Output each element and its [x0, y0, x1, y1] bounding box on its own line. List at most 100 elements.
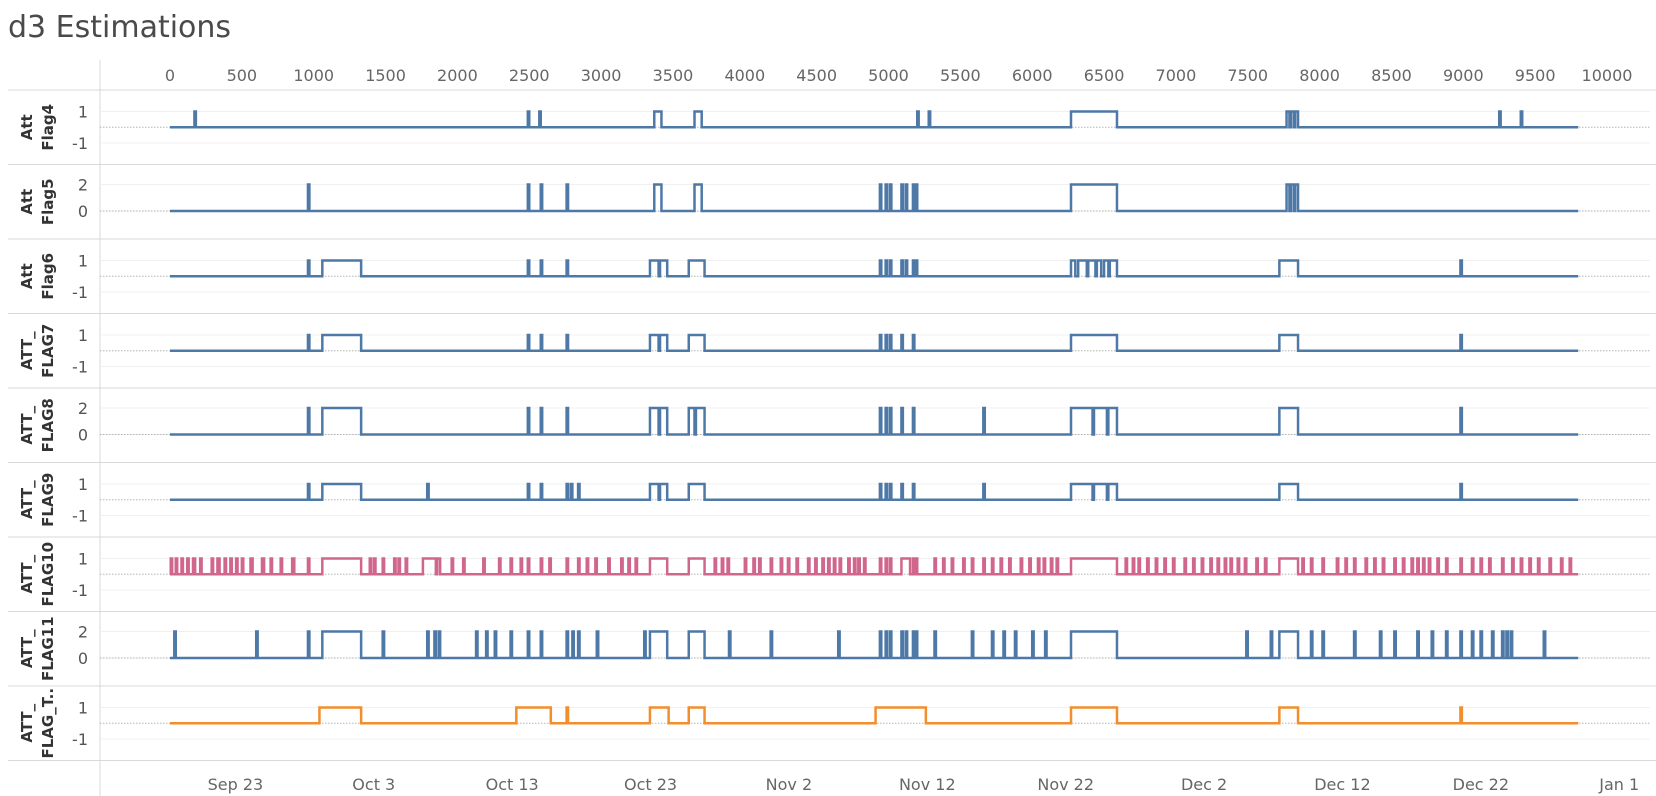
top-axis-tick-label: 8500	[1371, 66, 1412, 85]
top-axis-tick-label: 6000	[1012, 66, 1053, 85]
top-axis-tick-label: 5500	[940, 66, 981, 85]
chart-frame	[8, 60, 1656, 796]
panel-label-line: ATT_	[18, 480, 36, 519]
top-axis-tick-label: 1000	[293, 66, 334, 85]
series-line	[170, 630, 1579, 660]
panel-label-line: FLAG10	[39, 542, 57, 607]
panel-label: ATT_ FLAG8	[18, 398, 57, 452]
panel-att-flag4: 1 -1 Att Flag4	[8, 102, 1656, 165]
top-axis-tick-label: 4500	[796, 66, 837, 85]
bottom-axis-tick-label: Oct 3	[352, 775, 395, 794]
panel-label-line: Att	[18, 114, 36, 140]
bottom-axis-tick-label: Jan 1	[1598, 775, 1639, 794]
y-tick-label: 1	[78, 698, 88, 717]
y-tick-label: -1	[72, 134, 88, 153]
bottom-axis-tick-label: Oct 23	[624, 775, 677, 794]
panel-label: ATT_ FLAG11	[18, 616, 57, 681]
y-tick-label: 1	[78, 251, 88, 270]
panel-label: ATT_ FLAG_T..	[18, 688, 57, 759]
y-tick-label: 2	[78, 399, 88, 418]
panel-label-line: Flag4	[39, 104, 57, 151]
bottom-axis-tick-label: Sep 23	[208, 775, 264, 794]
panel-att-flag6: 1 -1 Att Flag6	[8, 251, 1656, 314]
top-axis-tick-label: 9500	[1515, 66, 1556, 85]
panel-label: Att Flag5	[18, 178, 57, 225]
top-axis-tick-label: 5000	[868, 66, 909, 85]
bottom-axis-tick-label: Oct 13	[486, 775, 539, 794]
panel-att-flag5: 2 0 Att Flag5	[8, 175, 1656, 240]
y-tick-label: -1	[72, 581, 88, 600]
top-axis-tick-label: 8000	[1299, 66, 1340, 85]
panel-label-line: ATT_	[18, 629, 36, 668]
panel-label-line: Att	[18, 263, 36, 289]
panel-att-flag-t-: 1 -1 ATT_ FLAG_T..	[8, 688, 1656, 761]
y-tick-label: -1	[72, 283, 88, 302]
series-line	[170, 406, 1579, 436]
y-tick-label: 0	[78, 649, 88, 668]
bottom-axis-tick-label: Dec 2	[1181, 775, 1227, 794]
panel-label: ATT_ FLAG7	[18, 324, 57, 378]
series-line	[169, 557, 1579, 576]
panel-label-line: FLAG9	[39, 473, 57, 527]
top-axis-tick-label: 3000	[581, 66, 622, 85]
y-tick-label: 1	[78, 326, 88, 345]
bottom-axis-tick-label: Dec 22	[1453, 775, 1509, 794]
chart-title: d3 Estimations	[8, 10, 232, 45]
y-tick-label: 1	[78, 475, 88, 494]
top-axis-tick-label: 0	[165, 66, 175, 85]
bottom-axis-tick-label: Nov 2	[766, 775, 813, 794]
y-tick-label: -1	[72, 507, 88, 526]
y-tick-label: 0	[78, 426, 88, 445]
panel-label-line: FLAG_T..	[39, 688, 57, 759]
panel-label-line: FLAG11	[39, 616, 57, 681]
bottom-axis: Sep 23 Oct 3 Oct 13 Oct 23 Nov 2 Nov 12 Nov 22…	[208, 775, 1640, 794]
y-tick-label: 0	[78, 202, 88, 221]
panel-att-flag10: 1 -1 ATT_ FLAG10	[8, 542, 1656, 612]
top-axis-tick-label: 3500	[653, 66, 694, 85]
panel-label-line: Att	[18, 189, 36, 215]
panel-label: ATT_ FLAG10	[18, 542, 57, 607]
series-line	[170, 706, 1579, 725]
series-line	[170, 110, 1579, 129]
panel-label-line: ATT_	[18, 554, 36, 593]
y-tick-label: 2	[78, 622, 88, 641]
bottom-axis-tick-label: Nov 12	[899, 775, 956, 794]
top-axis-tick-label: 2000	[437, 66, 478, 85]
panel-label-line: Flag5	[39, 178, 57, 225]
series-line	[170, 183, 1579, 213]
top-axis-tick-label: 7000	[1156, 66, 1197, 85]
panel-att-flag8: 2 0 ATT_ FLAG8	[8, 398, 1656, 463]
panel-label: Att Flag4	[18, 104, 57, 151]
top-axis: 0 500 1000 1500 2000 2500 3000 3500 4000 4500 5000…	[165, 66, 1633, 85]
panel-label: Att Flag6	[18, 253, 57, 300]
panel-label-line: FLAG8	[39, 398, 57, 452]
y-tick-label: -1	[72, 358, 88, 377]
top-axis-tick-label: 500	[227, 66, 258, 85]
panel-att-flag9: 1 -1 ATT_ FLAG9	[8, 473, 1656, 538]
top-axis-tick-label: 1500	[365, 66, 406, 85]
panel-label-line: FLAG7	[39, 324, 57, 378]
y-tick-label: 2	[78, 175, 88, 194]
top-axis-tick-label: 10000	[1582, 66, 1633, 85]
panel-label-line: ATT_	[18, 331, 36, 370]
bottom-axis-tick-label: Nov 22	[1037, 775, 1094, 794]
y-tick-label: 1	[78, 549, 88, 568]
bottom-axis-tick-label: Dec 12	[1314, 775, 1370, 794]
top-axis-tick-label: 2500	[509, 66, 550, 85]
series-line	[170, 333, 1579, 352]
panel-label-line: Flag6	[39, 253, 57, 300]
panel-att-flag7: 1 -1 ATT_ FLAG7	[8, 324, 1656, 389]
series-line	[170, 482, 1579, 501]
top-axis-tick-label: 6500	[1084, 66, 1125, 85]
y-tick-label: -1	[72, 730, 88, 749]
series-line	[170, 259, 1579, 278]
top-axis-tick-label: 9000	[1443, 66, 1484, 85]
panel-att-flag11: 2 0 ATT_ FLAG11	[8, 616, 1656, 687]
panel-label-line: ATT_	[18, 703, 36, 742]
top-axis-tick-label: 4000	[724, 66, 765, 85]
panel-label: ATT_ FLAG9	[18, 473, 57, 527]
y-tick-label: 1	[78, 102, 88, 121]
top-axis-tick-label: 7500	[1227, 66, 1268, 85]
